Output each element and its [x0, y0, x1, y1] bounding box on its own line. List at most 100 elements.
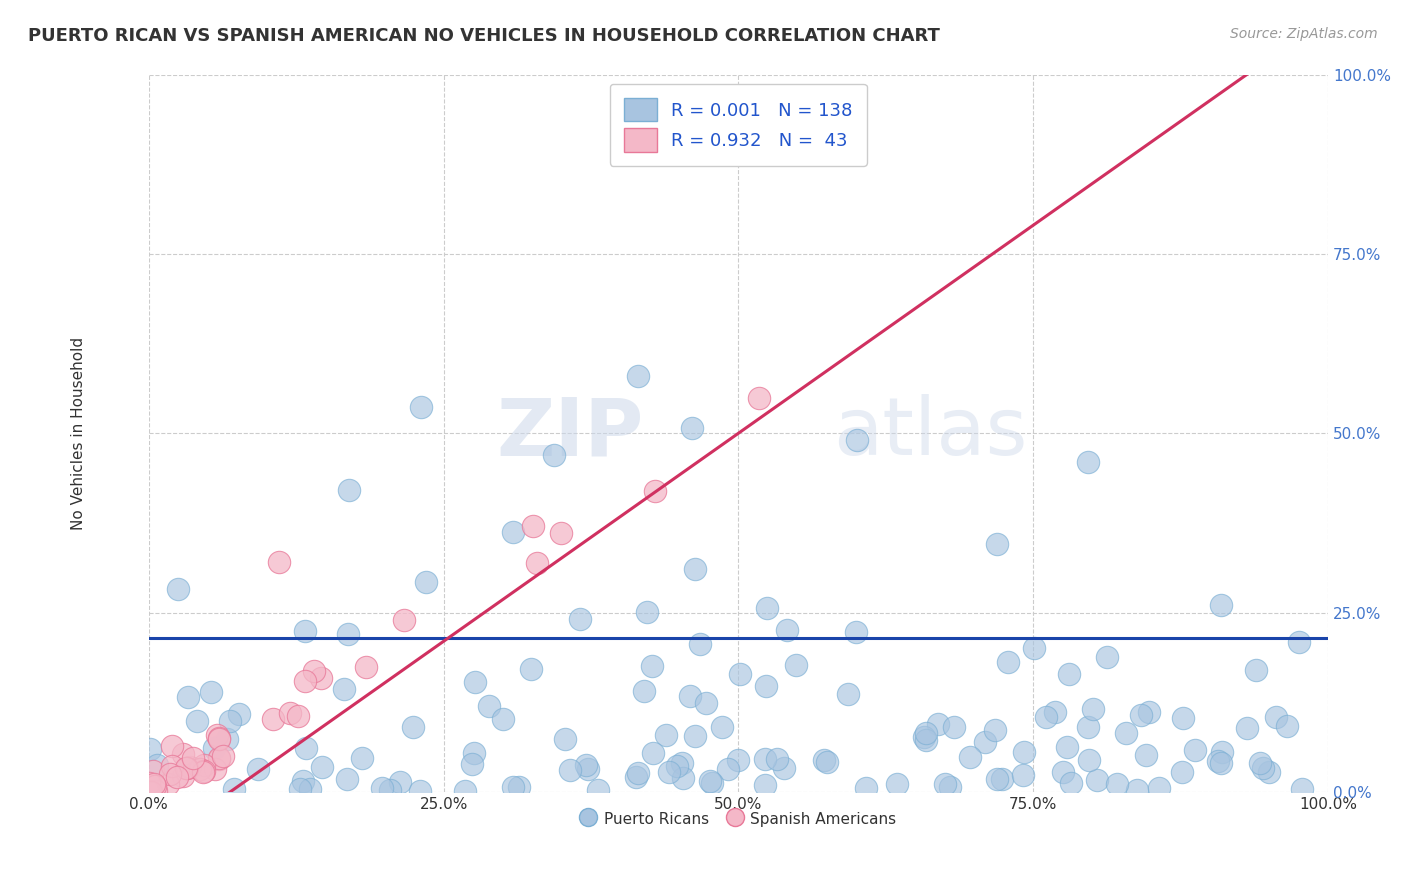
Text: atlas: atlas	[832, 394, 1028, 472]
Point	[1081, 702, 1104, 716]
Point	[191, 764, 214, 779]
Y-axis label: No Vehicles in Household: No Vehicles in Household	[72, 336, 86, 530]
Point	[463, 746, 485, 760]
Point	[172, 747, 194, 761]
Point	[554, 732, 576, 747]
Point	[586, 783, 609, 797]
Point	[186, 714, 208, 728]
Point	[409, 784, 432, 798]
Point	[215, 731, 238, 746]
Point	[1012, 745, 1035, 759]
Point	[461, 756, 484, 771]
Point	[772, 761, 794, 775]
Point	[1035, 710, 1057, 724]
Point	[959, 750, 981, 764]
Point	[624, 770, 647, 784]
Point	[785, 657, 807, 672]
Point	[1022, 640, 1045, 655]
Point	[766, 752, 789, 766]
Point	[522, 519, 544, 533]
Point	[569, 612, 592, 626]
Point	[1291, 782, 1313, 797]
Point	[1045, 705, 1067, 719]
Point	[292, 773, 315, 788]
Point	[370, 780, 392, 795]
Point	[1085, 773, 1108, 788]
Point	[813, 753, 835, 767]
Point	[492, 712, 515, 726]
Point	[695, 696, 717, 710]
Point	[139, 785, 162, 799]
Point	[1249, 756, 1271, 771]
Point	[699, 773, 721, 788]
Point	[776, 623, 799, 637]
Point	[204, 762, 226, 776]
Point	[644, 484, 666, 499]
Point	[520, 662, 543, 676]
Point	[304, 665, 326, 679]
Point	[333, 682, 356, 697]
Point	[754, 778, 776, 792]
Point	[159, 766, 181, 780]
Point	[336, 772, 359, 787]
Point	[643, 746, 665, 760]
Point	[756, 601, 779, 615]
Point	[710, 720, 733, 734]
Point	[380, 783, 402, 797]
Point	[143, 779, 166, 793]
Point	[986, 537, 1008, 551]
Point	[1011, 768, 1033, 782]
Point	[145, 784, 167, 798]
Point	[1052, 764, 1074, 779]
Point	[716, 762, 738, 776]
Point	[392, 613, 415, 627]
Point	[641, 658, 664, 673]
Point	[939, 780, 962, 795]
Point	[1209, 598, 1232, 612]
Point	[1056, 740, 1078, 755]
Point	[309, 671, 332, 685]
Point	[208, 731, 231, 745]
Point	[166, 770, 188, 784]
Point	[228, 706, 250, 721]
Point	[1275, 718, 1298, 732]
Point	[815, 756, 838, 770]
Point	[1130, 708, 1153, 723]
Point	[142, 764, 165, 778]
Point	[337, 483, 360, 497]
Point	[1171, 711, 1194, 725]
Point	[207, 732, 229, 747]
Point	[1126, 782, 1149, 797]
Point	[1209, 756, 1232, 771]
Point	[1264, 709, 1286, 723]
Point	[139, 742, 162, 756]
Point	[1107, 777, 1129, 791]
Point	[672, 771, 695, 785]
Point	[1060, 776, 1083, 790]
Point	[294, 740, 316, 755]
Point	[502, 780, 524, 795]
Point	[288, 782, 311, 797]
Point	[208, 752, 231, 766]
Point	[202, 741, 225, 756]
Point	[943, 720, 966, 734]
Point	[1170, 765, 1192, 780]
Point	[1077, 753, 1099, 767]
Point	[1184, 743, 1206, 757]
Point	[574, 757, 596, 772]
Point	[207, 750, 229, 764]
Point	[700, 776, 723, 790]
Point	[142, 776, 165, 790]
Point	[205, 728, 228, 742]
Point	[262, 712, 284, 726]
Point	[655, 728, 678, 742]
Point	[679, 689, 702, 703]
Point	[162, 739, 184, 753]
Point	[576, 762, 599, 776]
Point	[350, 751, 373, 765]
Point	[1288, 635, 1310, 649]
Text: Source: ZipAtlas.com: Source: ZipAtlas.com	[1230, 27, 1378, 41]
Point	[311, 760, 333, 774]
Point	[174, 761, 197, 775]
Point	[299, 782, 322, 797]
